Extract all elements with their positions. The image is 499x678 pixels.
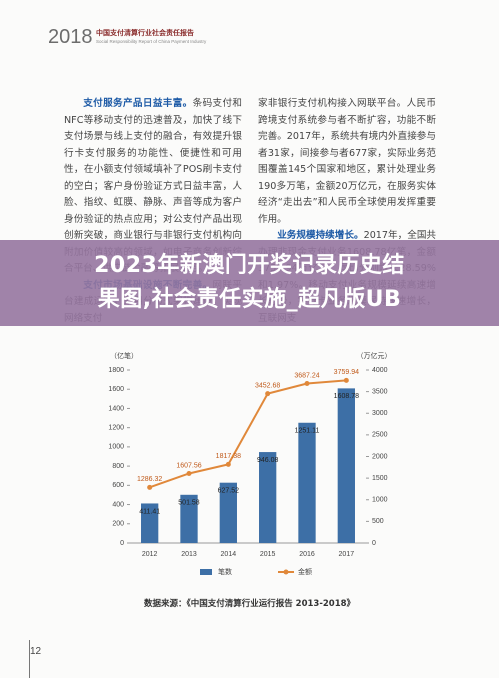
bar-label: 501.58	[178, 500, 200, 507]
y-tick-label: 1800	[108, 367, 124, 374]
line	[149, 379, 347, 489]
point-label: 1286.32	[137, 476, 162, 483]
bar	[219, 482, 237, 543]
y-tick-label: 1200	[108, 425, 124, 432]
y2-tick-label: 4000	[372, 367, 388, 374]
x-tick-label: 2013	[181, 551, 197, 558]
bar-label: 411.41	[139, 508, 160, 515]
bar-label: 946.08	[257, 457, 279, 464]
banner-line: 果图,社会责任实施_超凡版UB	[97, 287, 402, 312]
legend-label: 笔数	[218, 567, 232, 576]
x-tick-label: 2016	[299, 551, 315, 558]
banner-line: 2023年新澳门开奖记录历史结	[94, 253, 405, 278]
bar-label: 1251.11	[295, 428, 320, 435]
y2-tick-label: 3500	[372, 388, 388, 395]
y-tick-label: 400	[112, 501, 124, 508]
line-point	[343, 377, 349, 383]
point-label: 1607.56	[176, 462, 201, 469]
bar-label: 1608.78	[334, 393, 359, 400]
line-point	[225, 461, 231, 467]
line-point	[147, 484, 153, 490]
y-tick-label: 800	[112, 463, 124, 470]
page-number: 12	[30, 646, 42, 657]
y-tick-label: 1000	[108, 444, 124, 451]
x-tick-label: 2015	[260, 551, 276, 558]
chart: （亿笔） （万亿元） 0 200 400 600 800 1000 1200 1400 1600 18…	[108, 351, 392, 576]
source: 数据来源：《中国支付清算行业运行报告 2013-2018》	[143, 599, 356, 609]
bar	[337, 388, 355, 543]
y-tick-label: 1400	[108, 405, 124, 412]
page-rule	[29, 640, 30, 678]
header-year: 2018	[48, 26, 93, 48]
x-tick-label: 2014	[221, 551, 237, 558]
paragraph-body: 家非银行支付机构接入网联平台。人民币跨境支付系统参与者不断扩容，功能不断完善。2…	[258, 98, 436, 225]
point-label: 3687.24	[294, 372, 319, 379]
bar-label: 627.52	[218, 488, 240, 495]
legend-swatch	[283, 569, 289, 575]
legend-swatch	[200, 569, 212, 575]
y-tick-label: 0	[120, 540, 124, 547]
bar	[298, 422, 316, 543]
y-tick-label: 200	[112, 521, 124, 528]
point-label: 3452.68	[255, 383, 280, 390]
line-point	[186, 470, 192, 476]
y2-tick-label: 1000	[372, 497, 388, 504]
x-tick-label: 2017	[339, 551, 355, 558]
paragraph-lead: 支付服务产品日益丰富。	[83, 98, 193, 109]
y-tick-label: 1600	[108, 386, 124, 393]
banner: 2023年新澳门开奖记录历史结 果图,社会责任实施_超凡版UB	[0, 240, 499, 326]
point-label: 3759.94	[334, 369, 359, 376]
paragraph: 家非银行支付机构接入网联平台。人民币跨境支付系统参与者不断扩容，功能不断完善。2…	[258, 96, 436, 228]
y2-tick-label: 500	[372, 518, 384, 525]
y2-tick-label: 1500	[372, 475, 388, 482]
y2-tick-label: 3000	[372, 410, 388, 417]
x-tick-label: 2012	[142, 551, 158, 558]
point-label: 1817.38	[216, 453, 241, 460]
y-axis-label: （亿笔）	[110, 351, 138, 360]
header-subtitle: Social Responsibility Report of China Pa…	[96, 39, 207, 44]
header-title: 中国支付清算行业社会责任报告	[96, 29, 194, 37]
bar	[141, 503, 159, 543]
line-point	[265, 391, 271, 397]
y2-tick-label: 2500	[372, 432, 388, 439]
bar	[259, 452, 277, 543]
legend-label: 金额	[298, 567, 312, 576]
y2-axis-label: （万亿元）	[357, 351, 392, 360]
line-point	[304, 381, 310, 387]
y-tick-label: 600	[112, 482, 124, 489]
bar	[180, 494, 198, 543]
y2-tick-label: 2000	[372, 453, 388, 460]
paragraph-lead: 业务规模持续增长。	[277, 230, 364, 241]
y2-tick-label: 0	[372, 540, 376, 547]
